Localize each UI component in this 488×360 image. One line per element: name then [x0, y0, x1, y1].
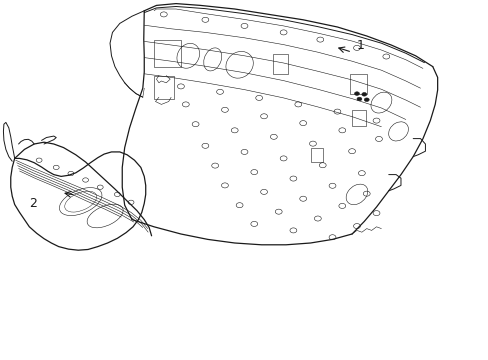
Text: 1: 1 — [356, 39, 364, 51]
Circle shape — [364, 98, 368, 102]
Circle shape — [361, 93, 366, 96]
Text: 2: 2 — [29, 197, 37, 210]
Circle shape — [354, 92, 359, 95]
Circle shape — [356, 97, 361, 101]
